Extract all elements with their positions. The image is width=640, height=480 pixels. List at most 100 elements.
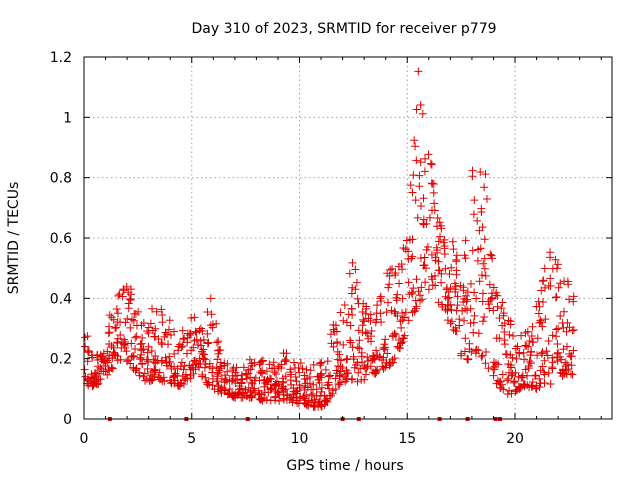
data-point bbox=[281, 385, 290, 394]
y-tick-label: 0.6 bbox=[50, 231, 72, 247]
data-point bbox=[451, 287, 460, 296]
data-point bbox=[421, 278, 430, 287]
data-point bbox=[425, 213, 434, 222]
data-point bbox=[80, 365, 89, 374]
data-point bbox=[128, 315, 137, 324]
data-point bbox=[400, 331, 409, 340]
data-point bbox=[123, 314, 132, 323]
data-point bbox=[187, 313, 196, 322]
data-point bbox=[548, 363, 557, 372]
data-point bbox=[317, 383, 326, 392]
data-point bbox=[116, 331, 125, 340]
data-point bbox=[447, 305, 456, 314]
data-point bbox=[363, 353, 372, 362]
data-point bbox=[457, 349, 466, 358]
data-point bbox=[536, 316, 545, 325]
data-point bbox=[336, 308, 345, 317]
data-point bbox=[546, 282, 555, 291]
data-point bbox=[326, 371, 335, 380]
data-point bbox=[397, 323, 406, 332]
data-point bbox=[561, 366, 570, 375]
data-point bbox=[364, 357, 373, 366]
data-point bbox=[506, 320, 515, 329]
data-point bbox=[303, 383, 312, 392]
data-point bbox=[355, 344, 364, 353]
data-point bbox=[346, 321, 355, 330]
data-point bbox=[566, 369, 575, 378]
data-point bbox=[157, 305, 166, 314]
data-point bbox=[162, 359, 171, 368]
data-point bbox=[333, 337, 342, 346]
data-point bbox=[148, 304, 157, 313]
data-point bbox=[538, 348, 547, 357]
data-point bbox=[517, 331, 526, 340]
data-point bbox=[467, 347, 476, 356]
data-point bbox=[112, 323, 121, 332]
data-point bbox=[535, 302, 544, 311]
data-point bbox=[489, 358, 498, 367]
data-point bbox=[469, 318, 478, 327]
data-point bbox=[257, 357, 266, 366]
data-point bbox=[414, 287, 423, 296]
data-point bbox=[269, 358, 278, 367]
data-point bbox=[409, 284, 418, 293]
data-point bbox=[420, 253, 429, 262]
data-point bbox=[540, 356, 549, 365]
data-point bbox=[121, 318, 130, 327]
data-point bbox=[355, 336, 364, 345]
data-point bbox=[243, 391, 252, 400]
data-point bbox=[190, 313, 199, 322]
data-point bbox=[446, 319, 455, 328]
data-point bbox=[431, 253, 440, 262]
data-point bbox=[220, 361, 229, 370]
data-point bbox=[277, 384, 286, 393]
data-point bbox=[407, 254, 416, 263]
data-point bbox=[537, 349, 546, 358]
data-point bbox=[441, 292, 450, 301]
data-point bbox=[201, 373, 210, 382]
data-point bbox=[178, 326, 187, 335]
data-point bbox=[511, 387, 520, 396]
data-point bbox=[196, 324, 205, 333]
data-point bbox=[411, 196, 420, 205]
data-point bbox=[360, 317, 369, 326]
data-point bbox=[124, 299, 133, 308]
data-point bbox=[481, 359, 490, 368]
data-point bbox=[435, 266, 444, 275]
data-point bbox=[131, 366, 140, 375]
data-point bbox=[299, 392, 308, 401]
data-point bbox=[88, 353, 97, 362]
data-point bbox=[146, 319, 155, 328]
data-point bbox=[498, 298, 507, 307]
data-point bbox=[523, 327, 532, 336]
data-point bbox=[322, 396, 331, 405]
data-point bbox=[282, 357, 291, 366]
data-point bbox=[129, 364, 138, 373]
data-point bbox=[80, 333, 89, 342]
data-point bbox=[507, 389, 516, 398]
data-point bbox=[131, 309, 140, 318]
data-point bbox=[563, 277, 572, 286]
data-point bbox=[81, 372, 90, 381]
x-tick-label: 10 bbox=[291, 431, 309, 447]
data-point bbox=[451, 282, 460, 291]
data-point bbox=[132, 332, 141, 341]
data-point bbox=[309, 360, 318, 369]
data-point bbox=[555, 353, 564, 362]
data-point bbox=[351, 285, 360, 294]
data-point bbox=[530, 371, 539, 380]
data-point bbox=[554, 324, 563, 333]
data-point bbox=[327, 391, 336, 400]
data-point bbox=[114, 291, 123, 300]
data-point bbox=[139, 345, 148, 354]
data-point bbox=[358, 321, 367, 330]
data-point bbox=[396, 338, 405, 347]
data-point bbox=[353, 343, 362, 352]
data-point bbox=[504, 374, 513, 383]
data-point bbox=[170, 379, 179, 388]
data-point bbox=[424, 150, 433, 159]
data-point bbox=[246, 365, 255, 374]
data-point bbox=[103, 347, 112, 356]
data-point bbox=[316, 392, 325, 401]
data-point bbox=[125, 295, 134, 304]
